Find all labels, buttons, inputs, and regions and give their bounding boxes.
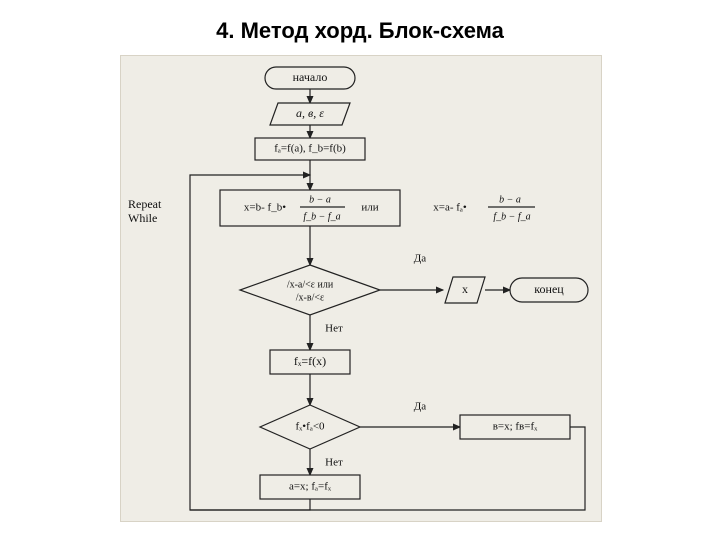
label-no2: Нет bbox=[325, 457, 343, 469]
while-label: While bbox=[128, 211, 157, 225]
node-fx-label: fₓ=f(x) bbox=[294, 354, 326, 368]
node-cond2-label: fₓ•fₐ<0 bbox=[295, 421, 325, 433]
cond1-line1: /x-a/<ε или bbox=[287, 279, 334, 290]
node-bx-label: в=x; fв=fₓ bbox=[493, 421, 538, 433]
page-title: 4. Метод хорд. Блок-схема bbox=[0, 18, 720, 44]
cond1-line2: /x-в/<ε bbox=[296, 292, 324, 303]
label-yes2: Да bbox=[414, 401, 427, 413]
calc-f1-den: f_b − f_a bbox=[303, 211, 340, 222]
calc-f1-num: b − a bbox=[309, 194, 331, 205]
calc-f2-prefix: x=a- fₐ• bbox=[433, 202, 467, 214]
node-init-label: fₐ=f(a), f_b=f(b) bbox=[274, 143, 346, 155]
label-no1: Нет bbox=[325, 323, 343, 335]
node-input-label: а, в, ε bbox=[296, 106, 324, 120]
node-end-label: конец bbox=[534, 282, 564, 296]
calc-f2-den: f_b − f_a bbox=[493, 211, 530, 222]
repeat-label: Repeat bbox=[128, 197, 162, 211]
calc-or: или bbox=[361, 202, 378, 214]
node-start-label: начало bbox=[293, 70, 328, 84]
calc-f1-prefix: x=b- f_b• bbox=[244, 202, 286, 214]
label-yes1: Да bbox=[414, 253, 427, 265]
node-ax-label: a=x; fₐ=fₓ bbox=[289, 481, 332, 493]
calc-f2-num: b − a bbox=[499, 194, 521, 205]
flowchart: Repeat While начало а, в, ε fₐ=f(a), f_b… bbox=[120, 55, 600, 520]
node-output-x-label: x bbox=[462, 282, 468, 296]
